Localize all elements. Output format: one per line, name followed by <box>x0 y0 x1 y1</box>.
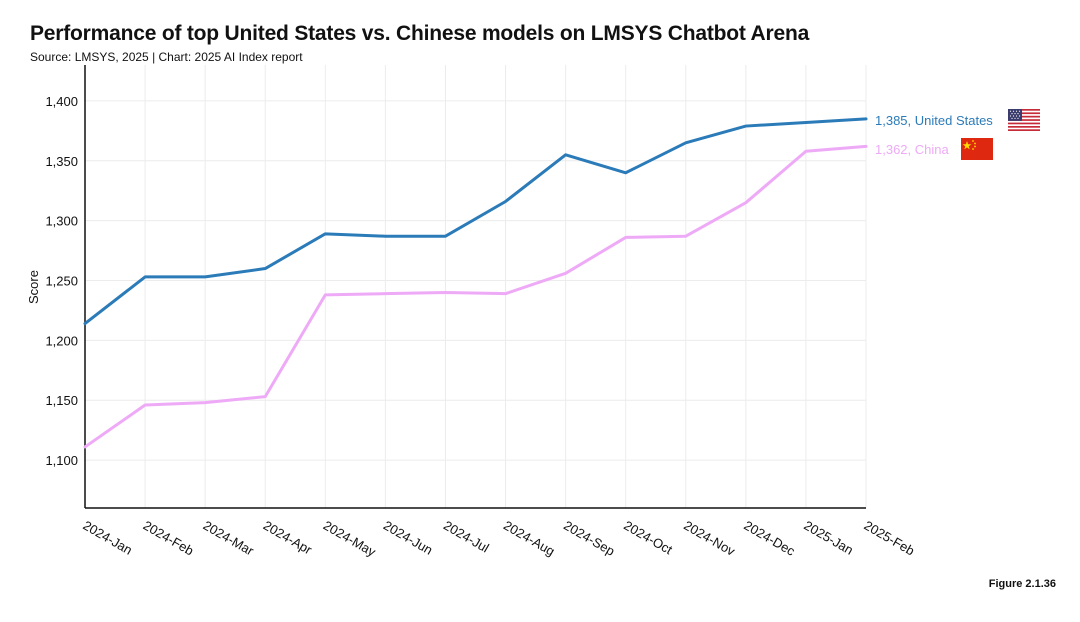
y-tick-label: 1,100 <box>45 453 78 468</box>
x-tick-label: 2024-Nov <box>681 518 738 559</box>
x-tick-label: 2025-Jan <box>801 518 855 558</box>
x-tick-label: 2024-Mar <box>201 518 257 559</box>
x-tick-label: 2024-Jun <box>381 518 435 558</box>
x-tick-label: 2024-Jul <box>441 518 492 556</box>
y-tick-label: 1,250 <box>45 274 78 289</box>
chart-subtitle: Source: LMSYS, 2025 | Chart: 2025 AI Ind… <box>30 50 303 64</box>
y-axis-title: Score <box>26 270 41 304</box>
x-tick-label: 2024-May <box>321 518 379 560</box>
us-flag-icon <box>1008 109 1040 131</box>
x-tick-label: 2024-Jan <box>81 518 135 558</box>
figure-label: Figure 2.1.36 <box>988 578 1056 590</box>
china-flag-icon <box>961 138 993 160</box>
y-tick-label: 1,300 <box>45 214 78 229</box>
x-tick-label: 2024-Feb <box>141 518 197 559</box>
axes <box>84 65 866 509</box>
x-tick-label: 2025-Feb <box>862 518 918 559</box>
x-tick-label: 2024-Sep <box>561 518 617 559</box>
x-tick-label: 2024-Aug <box>501 518 557 559</box>
series-lines <box>83 117 868 449</box>
y-tick-label: 1,350 <box>45 154 78 169</box>
grid-lines <box>85 65 867 508</box>
y-tick-label: 1,400 <box>45 94 78 109</box>
us-end-label: 1,385, United States <box>875 113 993 128</box>
y-tick-label: 1,200 <box>45 333 78 348</box>
x-tick-label: 2024-Oct <box>621 518 675 558</box>
chart-title: Performance of top United States vs. Chi… <box>30 22 810 45</box>
y-tick-label: 1,150 <box>45 393 78 408</box>
x-tick-label: 2024-Apr <box>261 518 315 558</box>
china-series-line <box>83 144 868 449</box>
us-series-line <box>83 117 868 326</box>
x-tick-label: 2024-Dec <box>741 518 798 559</box>
tick-labels: 1,100 1,150 1,200 1,250 1,300 1,350 1,400 2024-… <box>45 94 917 560</box>
china-end-label: 1,362, China <box>875 142 949 157</box>
